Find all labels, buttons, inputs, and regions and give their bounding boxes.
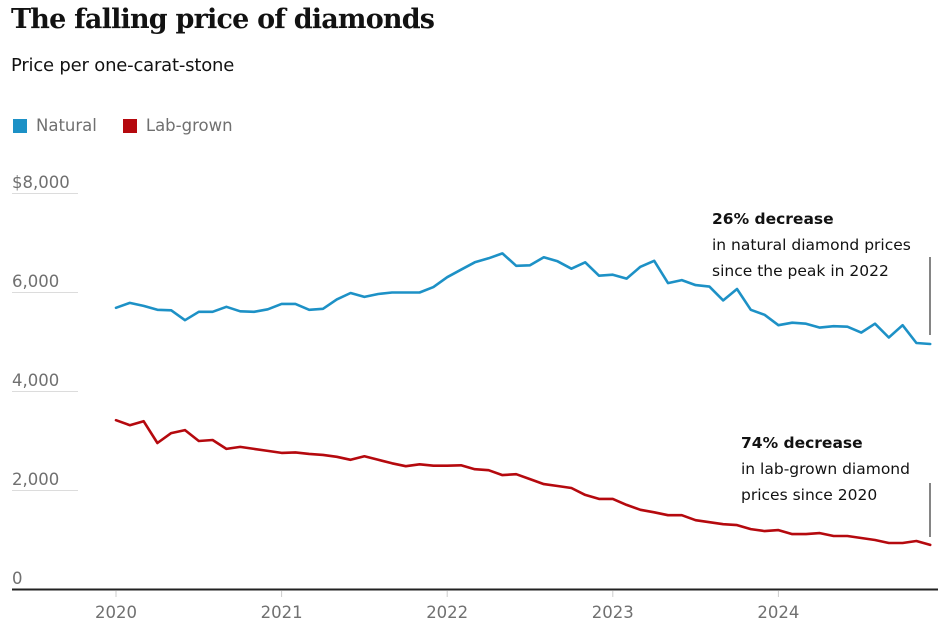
y-tick-label: 0 (12, 569, 23, 588)
x-tick-label: 2024 (757, 603, 799, 622)
y-tick-label: 2,000 (12, 470, 59, 489)
legend-item-natural: Natural (13, 116, 97, 135)
chart-subtitle: Price per one-carat-stone (11, 55, 235, 76)
legend-label-natural: Natural (36, 116, 97, 135)
annotation-natural-line-1: in natural diamond prices (712, 236, 911, 254)
annotation-lab-grown-line-2: prices since 2020 (741, 486, 877, 504)
annotation-lab-grown-line-1: in lab-grown diamond (741, 460, 910, 478)
x-tick-label: 2021 (261, 603, 303, 622)
series-line-natural (114, 252, 932, 346)
legend-label-lab-grown: Lab-grown (145, 116, 233, 135)
y-tick-label: $8,000 (12, 173, 70, 192)
y-tick-label: 4,000 (12, 371, 59, 390)
annotation-lab-grown-headline: 74% decrease (741, 434, 863, 452)
legend-item-lab-grown: Lab-grown (122, 116, 233, 135)
series-line-lab-grown (114, 418, 932, 547)
legend: Natural Lab-grown (13, 116, 233, 135)
annotation-natural-line-2: since the peak in 2022 (712, 262, 889, 280)
x-tick-label: 2023 (592, 603, 634, 622)
legend-swatch-lab-grown (122, 118, 137, 133)
chart-title: The falling price of diamonds (11, 4, 435, 35)
x-tick-label: 2020 (95, 603, 137, 622)
y-tick-label: 6,000 (12, 272, 59, 291)
legend-swatch-natural (13, 118, 27, 133)
x-tick-label: 2022 (426, 603, 468, 622)
annotation-natural-headline: 26% decrease (712, 210, 834, 228)
